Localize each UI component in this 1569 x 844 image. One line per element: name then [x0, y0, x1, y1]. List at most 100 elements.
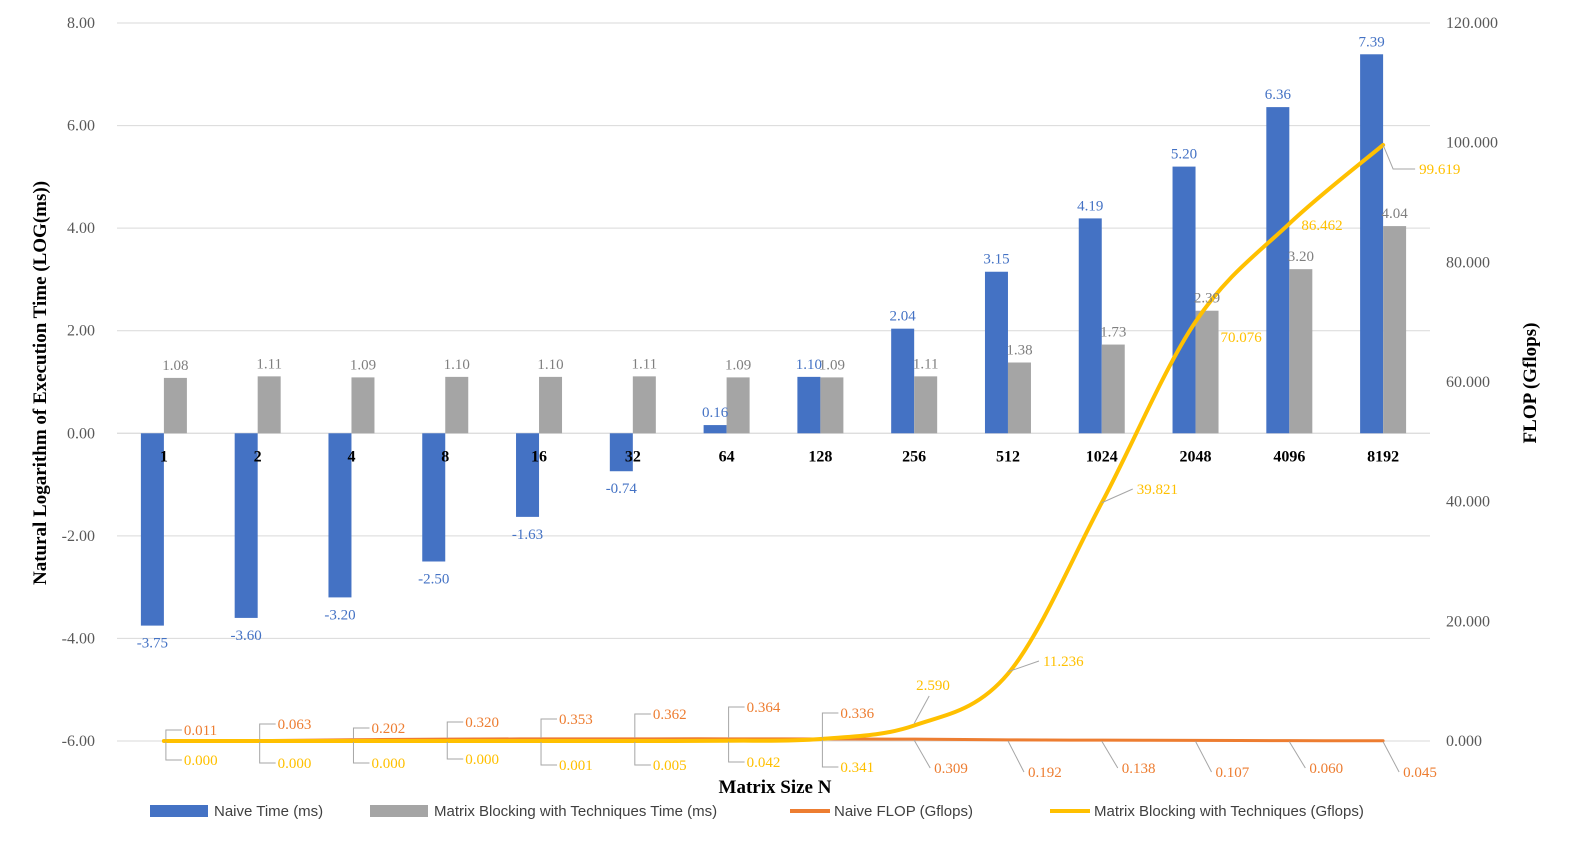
leader-line	[165, 742, 182, 761]
leader-line	[259, 742, 276, 764]
bar-series	[140, 54, 1407, 626]
bar	[609, 433, 633, 472]
bar-data-label: 1.09	[350, 357, 376, 373]
leader-line	[1382, 741, 1400, 773]
bar	[1007, 362, 1031, 434]
bar-data-label: 1.11	[913, 356, 939, 372]
naive-flop-label: 0.138	[1122, 761, 1156, 777]
bar	[632, 376, 656, 434]
bar-data-label: -2.50	[418, 572, 449, 588]
bar-data-label: 3.15	[983, 252, 1009, 268]
leader-line	[1382, 144, 1416, 170]
category-label: 1	[160, 448, 168, 465]
naive-flop-label: 0.045	[1403, 765, 1437, 781]
y-tick-label: -4.00	[62, 630, 95, 647]
leader-line	[1101, 740, 1119, 769]
bar	[797, 376, 821, 434]
blocking-flop-label: 0.341	[840, 760, 874, 776]
category-label: 2	[254, 448, 262, 465]
leader-line	[165, 729, 182, 740]
naive-flop-label: 0.336	[840, 706, 874, 722]
bar-data-label: 1.11	[256, 356, 282, 372]
naive-flop-label: 0.309	[934, 761, 968, 777]
leader-line	[728, 741, 745, 763]
bar	[1289, 269, 1313, 434]
y-tick-label: -6.00	[62, 733, 95, 750]
blocking-flop-label: 0.000	[371, 756, 405, 772]
legend-label: Naive FLOP (Gflops)	[834, 803, 973, 820]
blocking-flop-label: 2.590	[916, 678, 950, 694]
leader-line	[352, 742, 370, 764]
bar	[328, 433, 352, 598]
y-tick-label: 8.00	[67, 15, 95, 32]
bar-data-label: 1.10	[444, 357, 470, 373]
bar	[820, 377, 844, 434]
y-tick-label: -2.00	[62, 528, 95, 545]
naive-flop-label: 0.202	[371, 721, 405, 737]
naive-flop-label: 0.353	[559, 712, 593, 728]
bar	[1172, 166, 1196, 434]
bar	[163, 377, 187, 434]
blocking-flop-label: 0.000	[465, 752, 499, 768]
bar	[445, 376, 469, 434]
naive-flop-label: 0.364	[747, 700, 781, 716]
naive-flop-label: 0.063	[278, 717, 312, 733]
bar-data-label: 1.73	[1100, 325, 1126, 341]
bar	[516, 433, 540, 517]
bar-data-label: 1.08	[162, 358, 188, 374]
legend-swatch	[370, 805, 428, 817]
blocking-flop-label: 0.042	[747, 755, 781, 771]
leader-line	[913, 695, 930, 724]
y2-tick-label: 60.000	[1446, 374, 1490, 391]
y-tick-label: 4.00	[67, 220, 95, 237]
naive-flop-label: 0.107	[1216, 765, 1250, 781]
legend-label: Naive Time (ms)	[214, 803, 323, 820]
blocking-flop-label: 70.076	[1221, 330, 1263, 346]
blocking-flop-label: 0.005	[653, 758, 687, 774]
leader-line	[540, 741, 558, 766]
y2-axis-title: FLOP (Gflops)	[1520, 323, 1541, 444]
leader-line	[1195, 741, 1212, 773]
line-series	[161, 142, 1386, 744]
blocking-flop-label: 0.000	[278, 756, 312, 772]
bar	[257, 376, 281, 434]
blocking-flop-label: 39.821	[1137, 482, 1178, 498]
leader-line	[728, 706, 745, 738]
blocking-flop-label: 11.236	[1043, 654, 1084, 670]
legend-label: Matrix Blocking with Techniques Time (ms…	[434, 803, 717, 820]
leader-line	[446, 742, 464, 760]
y-tick-label: 6.00	[67, 118, 95, 135]
bar-data-label: -0.74	[606, 481, 638, 497]
legend: Naive Time (ms) Matrix Blocking with Tech…	[150, 803, 1364, 820]
category-label: 64	[719, 448, 735, 465]
category-label: 1024	[1086, 448, 1118, 465]
category-label: 4096	[1273, 448, 1305, 465]
bar	[1101, 344, 1125, 434]
bar-data-label: 4.04	[1381, 206, 1408, 222]
leader-line	[1101, 488, 1133, 504]
y-tick-label: 0.00	[67, 425, 95, 442]
bar	[422, 433, 446, 562]
bar-data-label: 5.20	[1171, 147, 1197, 163]
leader-line	[1007, 660, 1040, 673]
bar-data-label: 1.38	[1006, 343, 1032, 359]
bar	[984, 271, 1008, 434]
gridlines	[117, 22, 1430, 742]
category-labels: 1 2 4 8 16 32 64 128 256 512 1024 2048 4096 8192	[160, 448, 1399, 465]
category-label: 8	[441, 448, 449, 465]
y2-axis-ticks: 120.000 100.000 80.000 60.000 40.000 20.000 0.…	[1446, 15, 1498, 750]
legend-swatch	[150, 805, 208, 817]
bar-data-label: 4.19	[1077, 198, 1103, 214]
data-labels: -3.75 -3.60 -3.20 -2.50 -1.63 -0.74 0.16 1.10 2.…	[137, 34, 1461, 781]
bar	[703, 425, 727, 434]
category-label: 128	[808, 448, 832, 465]
leader-line	[1288, 741, 1306, 769]
naive-flop-label: 0.192	[1028, 765, 1062, 781]
bar	[1360, 54, 1384, 434]
leader-line	[634, 741, 651, 766]
bar-data-label: 0.16	[702, 405, 729, 421]
leader-line	[1007, 740, 1025, 773]
bar-data-label: 1.11	[631, 356, 657, 372]
y2-tick-label: 40.000	[1446, 494, 1490, 511]
